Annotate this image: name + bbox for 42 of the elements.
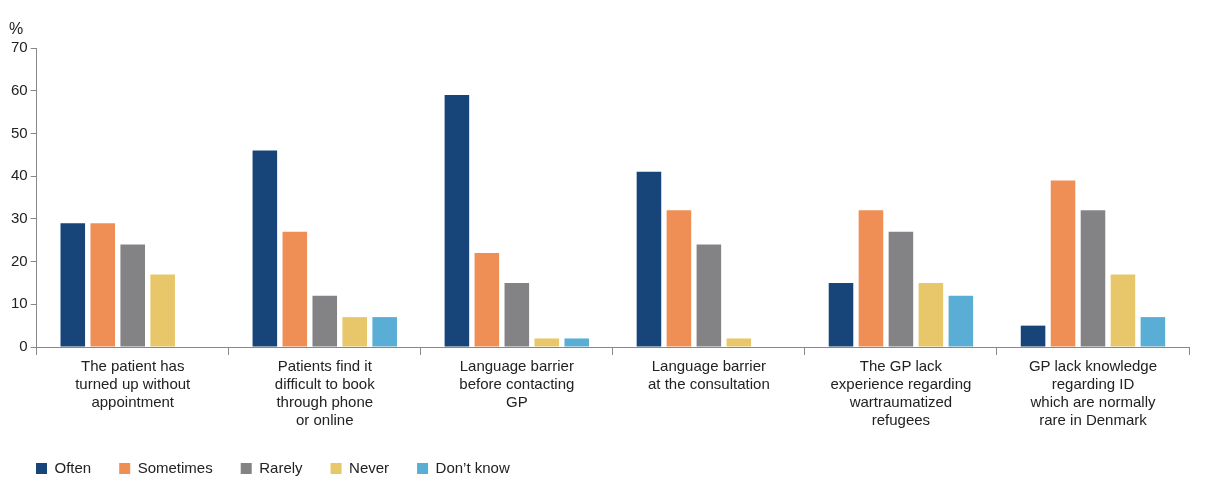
legend-label: Often <box>54 458 92 476</box>
legend-label: Rarely <box>259 458 304 476</box>
bar <box>342 317 368 347</box>
y-tick-label: 10 <box>11 294 28 312</box>
bar <box>90 223 116 347</box>
y-tick-label: 30 <box>11 209 28 226</box>
bar <box>60 223 86 347</box>
y-tick-label: 20 <box>11 251 28 269</box>
legend-label: Don’t know <box>435 458 510 476</box>
y-tick-label: 40 <box>11 166 28 184</box>
bar <box>1020 325 1046 347</box>
legend-label: Never <box>349 458 390 476</box>
bar <box>282 231 308 347</box>
y-tick-label: 50 <box>11 123 28 141</box>
bar <box>252 150 278 347</box>
bar <box>726 338 752 347</box>
bar <box>858 210 884 347</box>
x-tick-label: Language barrier at the consultation <box>647 357 770 393</box>
bar <box>1140 317 1166 347</box>
x-tick-label: Language barrier before contacting GP <box>459 357 575 411</box>
bar <box>636 171 662 347</box>
bar <box>948 295 974 347</box>
y-axis-title: % <box>8 20 24 38</box>
x-tick-label: The GP lack experience regarding wartraumatized refugees <box>830 357 972 429</box>
legend-label: Sometimes <box>137 458 213 476</box>
bar <box>1050 180 1076 347</box>
bar <box>828 282 854 347</box>
bar <box>564 338 590 347</box>
bar <box>474 253 500 347</box>
y-tick-label: 70 <box>11 38 28 56</box>
bar <box>150 274 175 347</box>
x-tick-label: Patients find it difficult to book through phone or online <box>274 357 376 429</box>
bar <box>666 210 692 347</box>
x-tick-label: The patient has turned up without appointment <box>75 357 192 411</box>
x-tick-label: GP lack knowledge regarding ID which are normally rare in Denmark <box>1028 357 1158 429</box>
bar <box>1110 274 1136 347</box>
bar <box>444 94 470 347</box>
bar <box>534 338 560 347</box>
y-tick-label: 60 <box>11 80 28 98</box>
y-tick-label: 0 <box>19 337 28 355</box>
bar <box>918 282 944 347</box>
bar <box>372 317 397 347</box>
